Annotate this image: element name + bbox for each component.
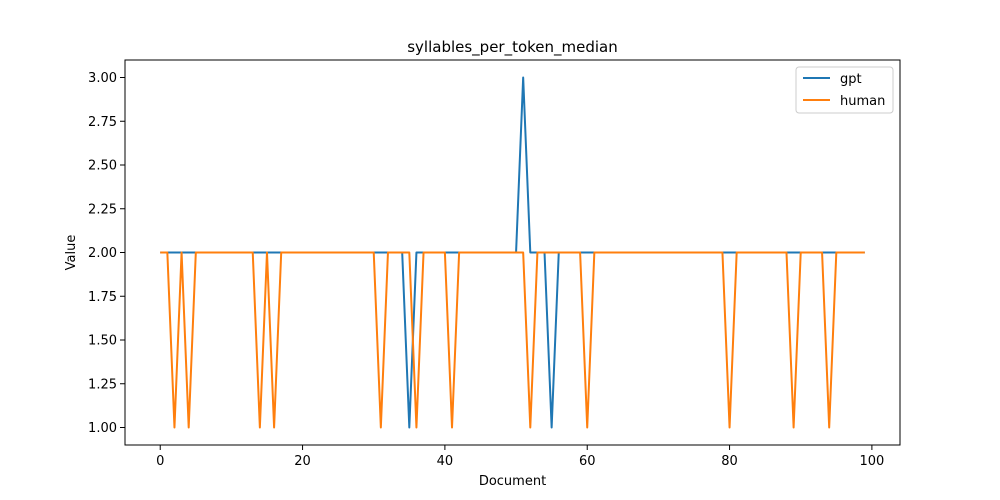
x-tick-label: 0 (156, 454, 164, 469)
x-axis: 0 20 40 60 80 100 (156, 445, 884, 469)
y-tick-label: 2.00 (88, 246, 117, 261)
series-layer (160, 76, 865, 429)
y-tick-label: 1.75 (88, 290, 117, 305)
y-axis-label: Value (64, 235, 79, 271)
x-tick-label: 20 (294, 454, 311, 469)
y-tick-label: 1.50 (88, 334, 117, 349)
chart-title: syllables_per_token_median (407, 38, 618, 57)
y-tick-label: 2.25 (88, 202, 117, 217)
y-axis: 1.00 1.25 1.50 1.75 2.00 2.25 2.50 2.75 3.00 (88, 71, 125, 436)
x-tick-label: 60 (579, 454, 596, 469)
legend-label-gpt: gpt (840, 72, 862, 87)
x-tick-label: 80 (721, 454, 738, 469)
y-tick-label: 2.75 (88, 115, 117, 130)
x-tick-label: 100 (859, 454, 884, 469)
y-tick-label: 1.25 (88, 377, 117, 392)
x-tick-label: 40 (437, 454, 454, 469)
series-line-human (160, 251, 865, 429)
legend-label-human: human (840, 94, 885, 109)
y-tick-label: 1.00 (88, 421, 117, 436)
y-tick-label: 3.00 (88, 71, 117, 86)
x-axis-label: Document (479, 474, 546, 489)
legend: gpt human (795, 66, 894, 114)
y-tick-label: 2.50 (88, 159, 117, 174)
